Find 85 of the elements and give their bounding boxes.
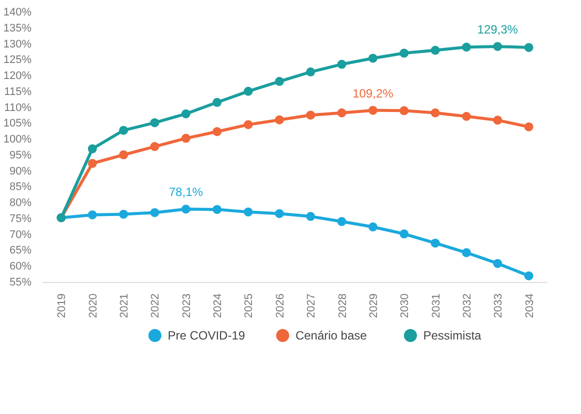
point [368,222,378,232]
point [337,60,346,69]
point [493,258,502,268]
y-tick-label: 135% [3,22,32,34]
point [274,209,284,218]
x-tick-label: 2032 [461,293,474,318]
point [88,210,97,220]
x-tick-label: 2030 [399,293,412,318]
y-tick-label: 85% [9,181,32,194]
x-tick-label: 2025 [243,293,256,318]
y-tick-label: 115% [4,86,32,98]
x-tick-label: 2031 [430,293,442,318]
x-tick-label: 2029 [368,293,380,318]
point [337,217,346,226]
y-tick-label: 140% [3,6,32,18]
point [181,134,190,143]
y-tick-label: 55% [9,276,32,288]
point [244,86,253,96]
point [368,106,378,115]
legend-label: Pre COVID-19 [168,328,246,342]
legend-label: Cenário base [295,328,368,342]
point [400,229,409,238]
point [88,158,97,168]
annotation: 129,3% [477,22,518,36]
point [430,46,440,55]
point [430,238,440,248]
y-tick-label: 125% [3,54,32,66]
legend-label: Pessimista [423,328,482,342]
annotation: 109,2% [352,86,394,100]
point [430,108,440,118]
point [462,248,471,258]
x-tick-label: 2024 [212,293,224,318]
x-tick-label: 2027 [306,293,318,318]
point [368,54,378,63]
x-tick-label: 2023 [180,293,193,318]
point [306,212,316,221]
y-tick-label: 110% [4,102,32,114]
y-tick-label: 65% [9,244,32,257]
point [493,42,502,51]
point [119,150,128,160]
point [212,204,222,214]
point [400,48,409,58]
point [150,208,160,218]
y-tick-label: 60% [9,260,32,273]
point [212,127,222,136]
y-tick-label: 70% [9,228,32,241]
point [462,112,471,121]
x-tick-label: 2026 [274,293,286,318]
point [244,120,253,130]
x-tick-label: 2034 [524,293,536,318]
point [306,110,316,120]
point [244,207,253,216]
point [524,122,534,132]
point [150,118,160,128]
point [306,67,316,76]
point [119,126,128,135]
y-tick-label: 100% [3,134,32,146]
x-tick-label: 2022 [150,293,162,318]
point [524,42,534,52]
annotation: 78,1% [168,185,204,200]
y-tick-label: 130% [3,38,32,50]
y-tick-label: 75% [9,212,32,225]
x-tick-label: 2020 [87,293,100,318]
point [212,98,222,107]
y-tick-label: 80% [9,197,32,210]
point [274,115,284,124]
point [274,76,284,86]
point [462,42,471,52]
point [88,144,97,154]
y-tick-label: 90% [9,165,32,178]
point [400,106,409,116]
point [181,204,190,214]
point [337,108,346,118]
point [524,271,534,280]
x-tick-label: 2028 [336,293,349,318]
y-tick-label: 120% [3,70,32,82]
x-tick-label: 2033 [492,293,505,318]
y-tick-label: 95% [9,149,32,162]
point [181,109,190,118]
point [493,116,502,125]
point [119,210,128,219]
x-tick-label: 2019 [56,293,68,318]
point [150,142,160,152]
x-tick-label: 2021 [118,293,131,318]
y-tick-label: 105% [3,118,32,130]
